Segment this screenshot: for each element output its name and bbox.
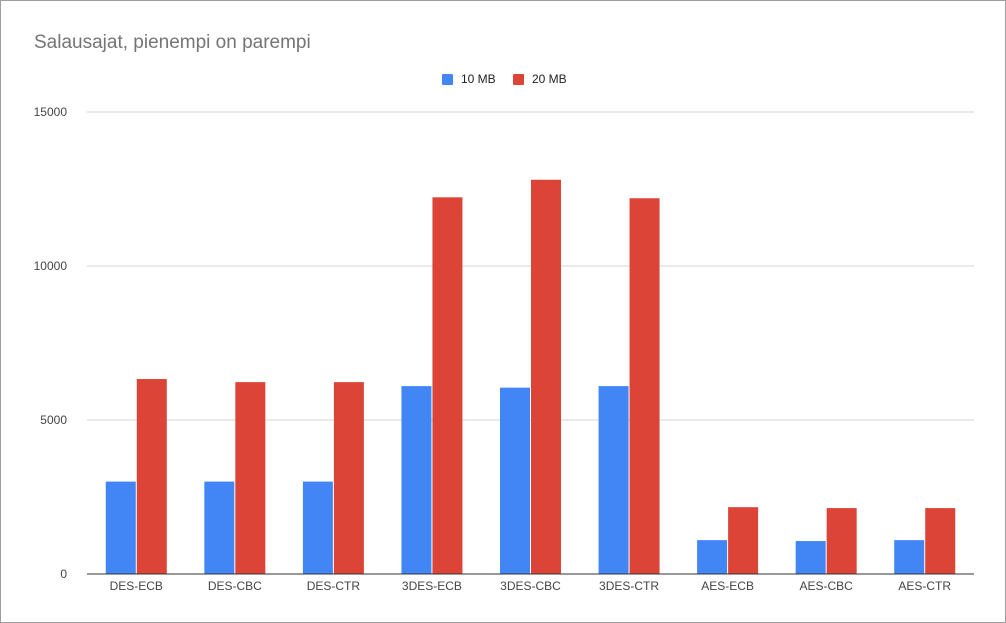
x-tick-label: AES-CTR	[898, 579, 951, 593]
y-tick-label: 0	[60, 567, 67, 581]
bar-20mb	[235, 382, 266, 574]
x-tick-label: AES-ECB	[701, 579, 754, 593]
y-tick-label: 5000	[40, 413, 67, 427]
bar-10mb	[598, 386, 629, 574]
legend-swatch-series-1	[442, 73, 453, 85]
bar-10mb	[401, 386, 432, 574]
y-tick-label: 15000	[34, 105, 68, 119]
bar-20mb	[432, 197, 463, 575]
x-tick-label: 3DES-CTR	[599, 579, 659, 593]
bar-10mb	[500, 387, 530, 574]
bar-10mb	[795, 541, 826, 574]
bar-20mb	[629, 198, 660, 575]
x-tick-label: AES-CBC	[799, 579, 853, 593]
legend-item-series-2[interactable]: 20 MB	[513, 71, 567, 87]
bar-20mb	[531, 179, 561, 574]
bar-20mb	[925, 508, 956, 574]
bar-10mb	[894, 540, 925, 574]
chart-title: Salausajat, pienempi on parempi	[34, 32, 311, 53]
bar-20mb	[826, 508, 857, 574]
bar-10mb	[697, 540, 728, 574]
x-tick-label: DES-CTR	[307, 579, 361, 593]
bar-10mb	[105, 481, 136, 574]
legend: 10 MB 20 MB	[1, 71, 1006, 87]
y-tick-label: 10000	[34, 259, 68, 273]
legend-label-series-2: 20 MB	[532, 72, 567, 86]
bar-20mb	[333, 382, 364, 574]
bar-20mb	[728, 507, 759, 574]
legend-item-series-1[interactable]: 10 MB	[442, 71, 496, 87]
x-tick-label: DES-CBC	[208, 579, 262, 593]
x-tick-label: DES-ECB	[110, 579, 163, 593]
bar-20mb	[136, 379, 167, 574]
bar-10mb	[204, 481, 235, 574]
bar-10mb	[302, 481, 333, 574]
x-tick-label: 3DES-CBC	[500, 579, 561, 593]
x-tick-label: 3DES-ECB	[402, 579, 462, 593]
legend-swatch-series-2	[513, 73, 524, 85]
legend-label-series-1: 10 MB	[461, 72, 496, 86]
